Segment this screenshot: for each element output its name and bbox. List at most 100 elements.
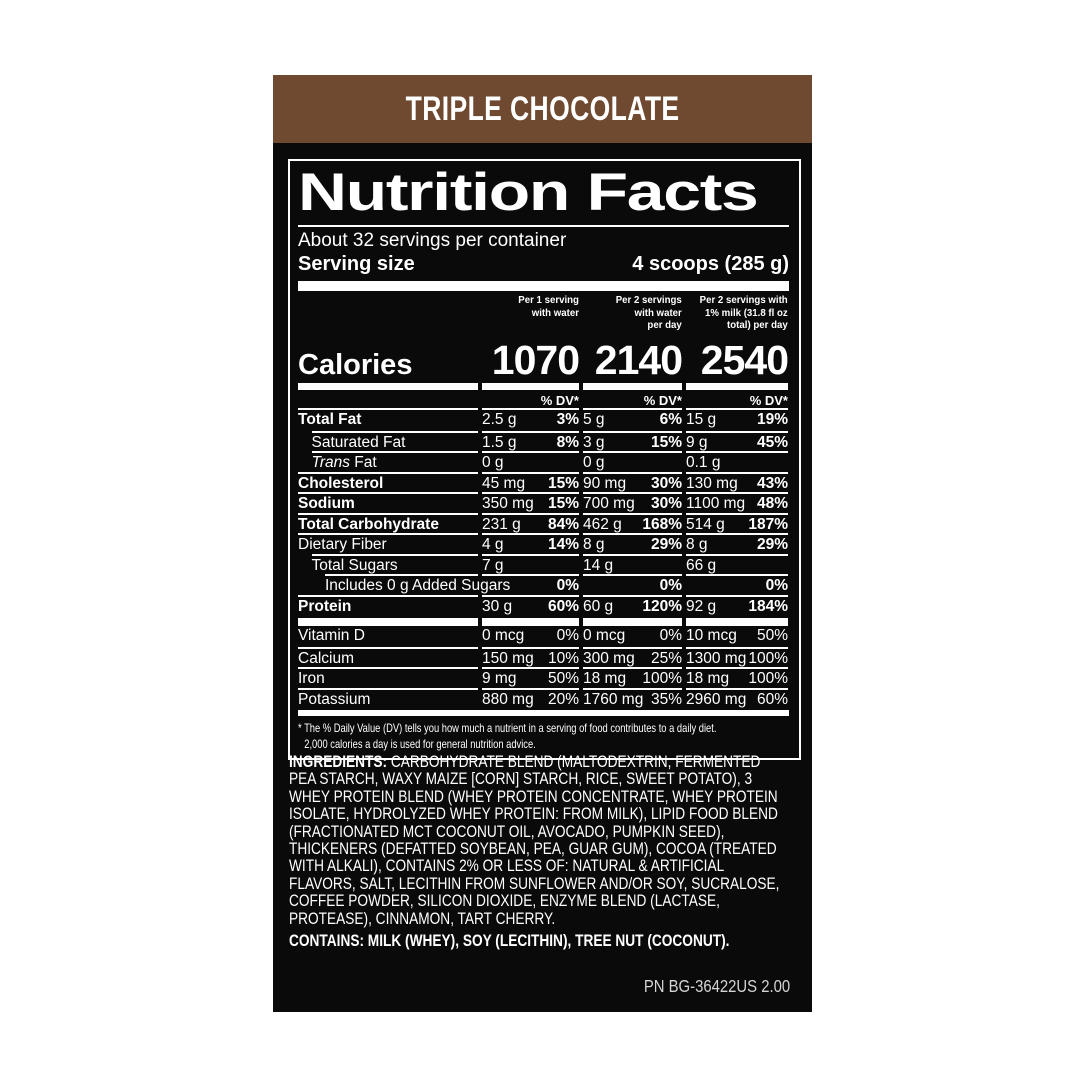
- nutrient-value-cell: 150 mg 10%: [482, 646, 579, 668]
- amount-value: 66 g: [686, 556, 717, 574]
- nutrient-label-text: Calcium: [298, 649, 354, 667]
- nutrient-value-cell: 1.5 g 8%: [482, 430, 579, 452]
- dv-header-spacer: [298, 391, 478, 411]
- serving-size-row: Serving size 4 scoops (285 g): [298, 253, 789, 276]
- nutrient-value-cell: 300 mg 25%: [583, 646, 682, 668]
- amount-value: 350 mg: [482, 495, 534, 513]
- nutrient-label-text: Total Carbohydrate: [298, 515, 439, 533]
- amount-value: 4 g: [482, 536, 504, 554]
- nutrient-label-text: Total Sugars: [311, 556, 398, 574]
- daily-value-percent: 15%: [547, 474, 579, 492]
- daily-value-percent: 19%: [756, 411, 788, 429]
- amount-value: 7 g: [482, 556, 504, 574]
- divider-bar-segment: [482, 618, 579, 627]
- amount-value: 130 mg: [686, 474, 738, 492]
- nutrient-value-cell: 462 g 168%: [583, 512, 682, 534]
- daily-value-percent: 50%: [547, 670, 579, 688]
- nutrient-row: Sodium 350 mg 15% 700 mg 30% 1100 mg 48%: [298, 492, 789, 513]
- nutrient-value-cell: 1760 mg 35%: [583, 687, 682, 709]
- nutrient-value-cell: 15 g 19%: [686, 410, 788, 431]
- nutrient-value-cell: 0 mcg 0%: [482, 626, 579, 647]
- nutrient-label-text: Dietary Fiber: [298, 536, 387, 554]
- nutrient-label-text: Includes 0 g Added Sugars: [325, 577, 511, 595]
- nutrient-label: Protein: [298, 594, 478, 616]
- column-header-spacer: [298, 294, 478, 333]
- nutrient-value-cell: 30 g 60%: [482, 594, 579, 616]
- column-header: Per 1 serving with water: [482, 294, 579, 333]
- divider-bar-segment: [298, 383, 478, 391]
- daily-value-footnote: * The % Daily Value (DV) tells you how m…: [298, 721, 789, 752]
- nutrient-label: Total Fat: [298, 410, 478, 431]
- nutrient-value-cell: 3 g 15%: [583, 430, 682, 452]
- nutrient-label-text: Sodium: [298, 495, 355, 513]
- amount-value: 1300 mg: [686, 649, 747, 667]
- nutrition-facts-title: Nutrition Facts: [298, 163, 759, 222]
- product-label-panel: TRIPLE CHOCOLATE Nutrition Facts About 3…: [273, 75, 812, 1012]
- amount-value: 2960 mg: [686, 690, 747, 708]
- daily-value-percent: 84%: [547, 515, 579, 533]
- daily-value-percent: 29%: [756, 536, 788, 554]
- flavor-title: TRIPLE CHOCOLATE: [405, 89, 680, 128]
- amount-value: 462 g: [583, 515, 622, 533]
- daily-value-percent: 20%: [547, 690, 579, 708]
- nutrient-label: Cholesterol: [298, 471, 478, 493]
- amount-value: 0 mcg: [482, 627, 525, 645]
- amount-value: 3 g: [583, 433, 605, 451]
- nutrient-row: Saturated Fat 1.5 g 8% 3 g 15% 9 g 45%: [298, 430, 789, 452]
- amount-value: 150 mg: [482, 649, 534, 667]
- nutrient-value-cell: 880 mg 20%: [482, 687, 579, 709]
- divider-bar-segment: [482, 383, 579, 391]
- nutrient-value-cell: 45 mg 15%: [482, 471, 579, 493]
- segmented-divider-bars: [298, 383, 789, 391]
- nutrient-value-cell: 130 mg 43%: [686, 471, 788, 493]
- nutrient-value-cell: 231 g 84%: [482, 512, 579, 534]
- nutrition-facts-title-wrap: Nutrition Facts: [298, 166, 789, 222]
- nutrition-facts-panel: Nutrition Facts About 32 servings per co…: [288, 159, 801, 761]
- amount-value: 14 g: [583, 556, 614, 574]
- nutrient-row: Total Fat 2.5 g 3% 5 g 6% 15 g 19%: [298, 410, 789, 431]
- nutrient-value-cell: 14 g: [583, 553, 682, 575]
- calories-row: Calories 1070 2140 2540: [298, 334, 789, 384]
- divider-bar-segment: [686, 383, 788, 391]
- amount-value: 1.5 g: [482, 433, 517, 451]
- daily-value-header-row: % DV*% DV*% DV*: [298, 391, 789, 411]
- nutrient-value-cell: 1300 mg 100%: [686, 646, 788, 668]
- daily-value-percent: 60%: [547, 597, 579, 615]
- amount-value: 1100 mg: [686, 495, 746, 513]
- nutrient-value-cell: 2.5 g 3%: [482, 410, 579, 431]
- column-header-text: Per 1 serving with water: [518, 294, 579, 319]
- daily-value-percent: 0%: [556, 577, 579, 595]
- amount-value: 18 mg: [686, 670, 730, 688]
- nutrient-row: Iron 9 mg 50% 18 mg 100% 18 mg 100%: [298, 667, 789, 688]
- nutrient-value-cell: 0%: [686, 574, 788, 595]
- nutrient-value-cell: 8 g 29%: [583, 533, 682, 554]
- nutrient-label-text: Protein: [298, 597, 352, 615]
- nutrient-label-text: Iron: [298, 670, 325, 688]
- nutrient-label: Total Carbohydrate: [298, 512, 478, 534]
- daily-value-percent: 120%: [642, 597, 682, 615]
- calories-value: 1070: [491, 337, 580, 384]
- amount-value: 8 g: [583, 536, 605, 554]
- title-divider: [298, 225, 789, 227]
- nutrient-value-cell: 700 mg 30%: [583, 492, 682, 513]
- amount-value: 514 g: [686, 515, 725, 533]
- nutrient-label: Includes 0 g Added Sugars: [325, 574, 510, 595]
- dv-header: % DV*: [686, 391, 788, 411]
- nutrient-row: Includes 0 g Added Sugars 0% 0% 0%: [298, 574, 789, 595]
- daily-value-percent: 50%: [756, 627, 788, 645]
- daily-value-percent: 25%: [650, 649, 682, 667]
- amount-value: 60 g: [583, 597, 614, 615]
- amount-value: 231 g: [482, 515, 521, 533]
- nutrient-value-cell: 0.1 g: [686, 451, 788, 472]
- daily-value-percent: 100%: [748, 649, 788, 667]
- dv-header: % DV*: [583, 391, 682, 411]
- ingredients-label: INGREDIENTS:: [289, 752, 388, 771]
- nutrient-label-text: Saturated Fat: [311, 433, 406, 451]
- segmented-divider-bars: [298, 618, 789, 627]
- nutrient-value-cell: 7 g: [482, 553, 579, 575]
- nutrient-value-cell: 514 g 187%: [686, 512, 788, 534]
- footnote-line-1: * The % Daily Value (DV) tells you how m…: [298, 721, 717, 736]
- amount-value: 0 mcg: [583, 627, 626, 645]
